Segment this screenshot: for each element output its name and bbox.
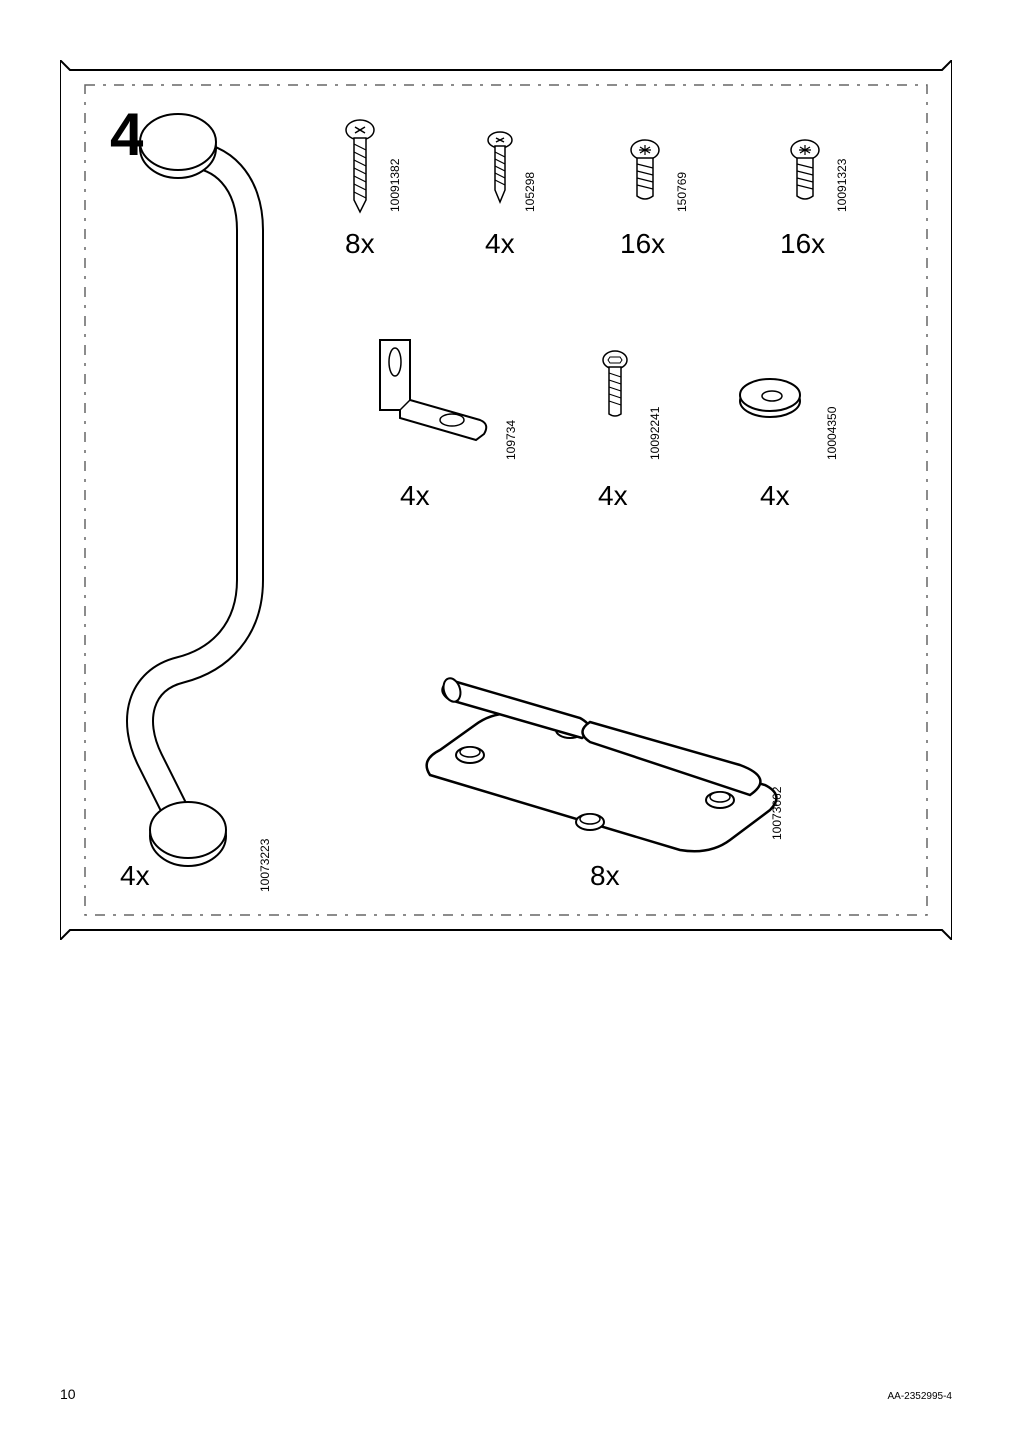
step-number: 4 <box>110 100 143 169</box>
washer-icon <box>740 379 800 417</box>
partnum-screw-a: 10091382 <box>388 159 402 212</box>
partnum-bracket: 109734 <box>504 420 518 460</box>
partnum-screw-b: 105298 <box>523 172 537 212</box>
qty-hinge: 8x <box>590 860 620 892</box>
qty-screw-d: 16x <box>780 228 825 260</box>
partnum-bolt: 10092241 <box>648 407 662 460</box>
qty-washer: 4x <box>760 480 790 512</box>
partnum-tube: 10073223 <box>258 839 272 892</box>
diagram-svg <box>60 60 952 940</box>
partnum-screw-c: 150769 <box>675 172 689 212</box>
partnum-hinge: 10073662 <box>770 787 784 840</box>
qty-bolt: 4x <box>598 480 628 512</box>
partnum-screw-d: 10091323 <box>835 159 849 212</box>
partnum-washer: 10004350 <box>825 407 839 460</box>
qty-screw-b: 4x <box>485 228 515 260</box>
qty-screw-a: 8x <box>345 228 375 260</box>
qty-bracket: 4x <box>400 480 430 512</box>
qty-screw-c: 16x <box>620 228 665 260</box>
footer-document-code: AA-2352995-4 <box>888 1391 953 1402</box>
diagram-frame <box>60 60 952 940</box>
qty-tube: 4x <box>120 860 150 892</box>
page: 4 8x 4x 16x 16x 4x 4x 4x 4x 8x 10091382 … <box>0 0 1012 1432</box>
footer-page-number: 10 <box>60 1386 76 1402</box>
